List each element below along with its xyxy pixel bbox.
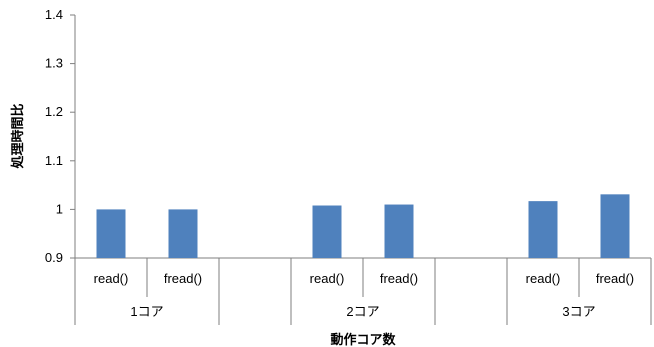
y-axis-title: 処理時間比 <box>10 103 26 169</box>
x-axis-title: 動作コア数 <box>330 332 396 347</box>
bar <box>96 209 126 258</box>
y-tick-label: 0.9 <box>45 250 63 265</box>
x-category-label: fread() <box>380 271 418 286</box>
x-axis-categories: read() fread() 1コア read() fread() 2コア read() fr… <box>74 258 652 325</box>
x-category-label: read() <box>526 271 561 286</box>
x-category-label: read() <box>94 271 129 286</box>
bar <box>528 201 558 258</box>
bar <box>312 205 342 258</box>
y-tick-label: 1.2 <box>45 104 63 119</box>
bar <box>600 194 630 258</box>
y-tick-label: 1.1 <box>45 153 63 168</box>
x-category-label: fread() <box>596 271 634 286</box>
x-group-label: 2コア <box>346 304 379 319</box>
bar <box>384 204 414 258</box>
y-axis-ticks: 0.9 1 1.1 1.2 1.3 1.4 <box>45 7 75 265</box>
x-group-label: 1コア <box>130 304 163 319</box>
bar <box>168 209 198 258</box>
y-tick-label: 1 <box>56 201 63 216</box>
x-category-label: fread() <box>164 271 202 286</box>
y-tick-label: 1.3 <box>45 56 63 71</box>
bars <box>96 194 630 258</box>
x-group-label: 3コア <box>562 304 595 319</box>
y-tick-label: 1.4 <box>45 7 63 22</box>
x-category-label: read() <box>310 271 345 286</box>
